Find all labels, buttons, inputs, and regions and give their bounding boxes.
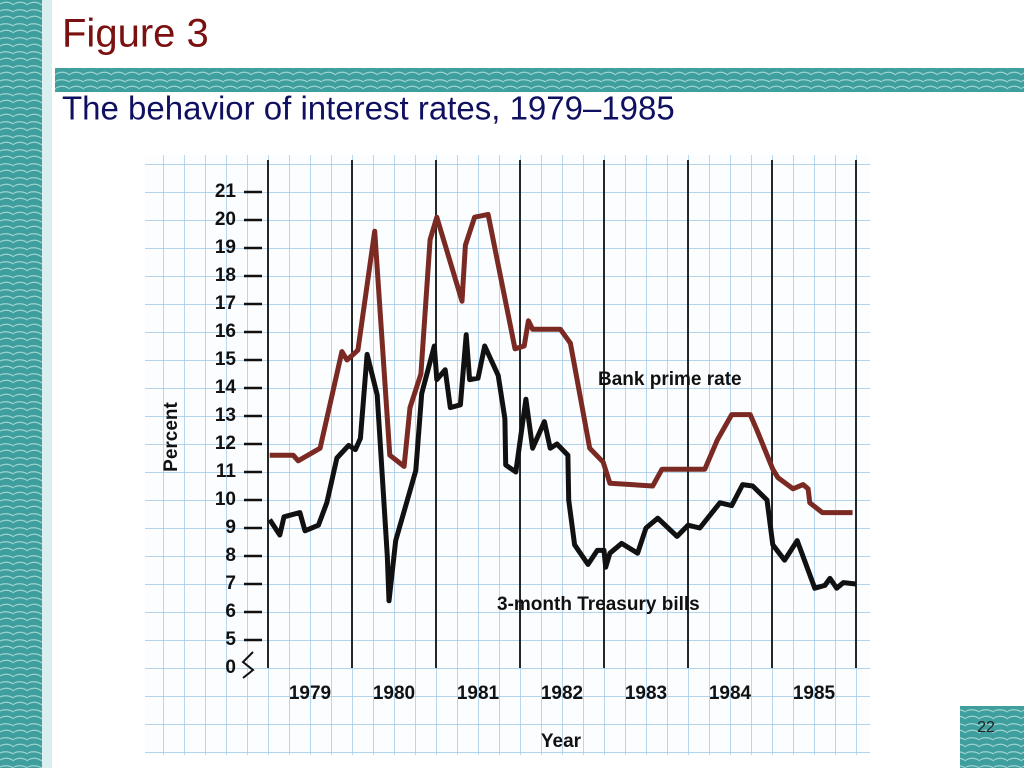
- y-tick-label: 21: [215, 181, 237, 202]
- y-axis-label: Percent: [161, 401, 182, 471]
- y-tick-label: 20: [215, 209, 236, 230]
- chart: 5 6 7 8 9 10 11 12 13 14 15 16 17 18 19 20 21 0 1979 1980 19…: [161, 160, 857, 752]
- x-tick-label: 1982: [541, 683, 583, 704]
- y-tick-label: 18: [215, 265, 236, 286]
- y-tick-label: 14: [215, 377, 237, 398]
- y-tick-label: 19: [215, 237, 236, 258]
- y-tick-label: 7: [225, 573, 236, 594]
- side-edge: [42, 0, 52, 768]
- series-label: 3-month Treasury bills: [497, 594, 700, 615]
- x-axis-label: Year: [541, 731, 582, 752]
- y-tick-label: 13: [215, 405, 236, 426]
- y-tick-label: 5: [225, 629, 236, 650]
- x-tick-label: 1984: [709, 683, 752, 704]
- corner-decoration: [960, 706, 1024, 768]
- axis-break: [241, 651, 255, 679]
- y-tick-label: 8: [225, 545, 236, 566]
- page-number: 22: [977, 719, 995, 736]
- x-tick-label: 1980: [373, 683, 415, 704]
- y-tick-label: 9: [225, 517, 236, 538]
- y-tick-label: 16: [215, 321, 236, 342]
- x-tick-label: 1979: [289, 683, 331, 704]
- slide-title: Figure 3: [62, 12, 209, 56]
- y-tick-label: 17: [215, 293, 236, 314]
- x-tick-label: 1985: [793, 683, 836, 704]
- side-strip: [0, 0, 42, 768]
- y-tick-label: 11: [216, 461, 237, 482]
- series-line: [269, 211, 853, 516]
- y-tick-label: 12: [215, 433, 236, 454]
- y-tick-label: 10: [215, 489, 236, 510]
- y-break-label: 0: [225, 657, 236, 678]
- series-label: Bank prime rate: [598, 369, 742, 390]
- y-tick-label: 6: [225, 601, 236, 622]
- top-band: [55, 68, 1024, 92]
- slide-subtitle: The behavior of interest rates, 1979–198…: [62, 90, 675, 127]
- series-line: [267, 332, 857, 604]
- x-tick-label: 1981: [457, 683, 500, 704]
- x-tick-label: 1983: [625, 683, 667, 704]
- y-tick-label: 15: [215, 349, 237, 370]
